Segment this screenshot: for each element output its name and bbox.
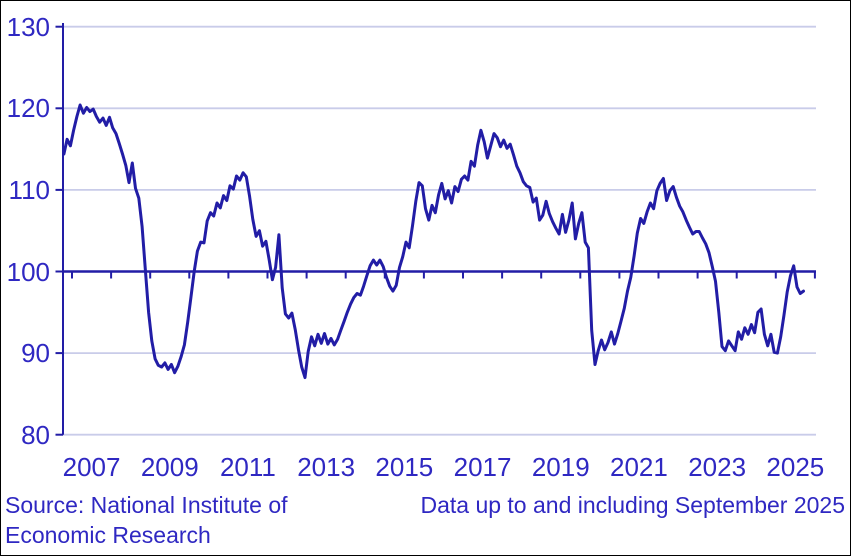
y-tick-label-90: 90	[21, 338, 50, 369]
x-tick-label-2017: 2017	[453, 452, 512, 482]
source-note: Source: National Institute of Economic R…	[5, 490, 288, 550]
data-line	[62, 103, 805, 380]
y-tick-label-100: 100	[6, 256, 50, 287]
y-tick-label-110: 110	[8, 174, 50, 205]
y-tick-label-80: 80	[21, 419, 50, 450]
x-tick-label-2025: 2025	[766, 452, 825, 482]
x-tick-label-2011: 2011	[219, 452, 276, 482]
y-tick-label-120: 120	[6, 93, 50, 124]
x-tick-label-2019: 2019	[531, 452, 590, 482]
x-tick-label-2015: 2015	[375, 452, 434, 482]
x-tick-label-2023: 2023	[688, 452, 747, 482]
source-note-line2: Economic Research	[5, 522, 211, 548]
x-tick-label-2013: 2013	[297, 452, 356, 482]
y-tick-label-130: 130	[6, 11, 50, 42]
x-tick-label-2009: 2009	[140, 452, 199, 482]
x-tick-label-2007: 2007	[62, 452, 121, 482]
source-note-line1: Source: National Institute of	[5, 492, 288, 518]
x-tick-label-2021: 2021	[610, 452, 668, 482]
data-coverage-note: Data up to and including September 2025	[420, 492, 845, 518]
